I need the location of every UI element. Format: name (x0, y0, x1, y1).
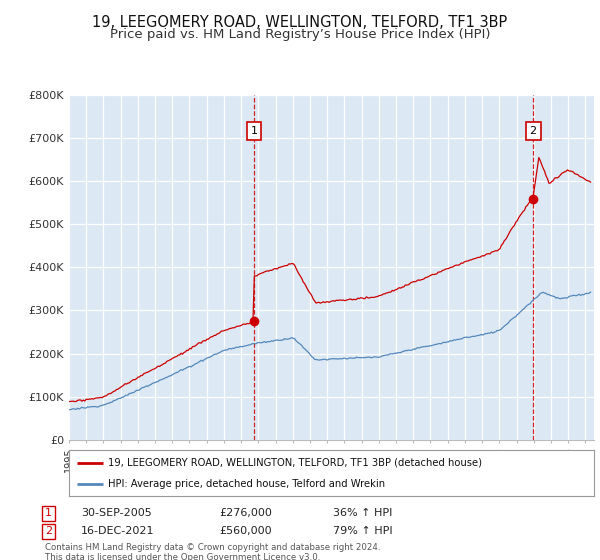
Text: 19, LEEGOMERY ROAD, WELLINGTON, TELFORD, TF1 3BP (detached house): 19, LEEGOMERY ROAD, WELLINGTON, TELFORD,… (109, 458, 482, 468)
Text: This data is licensed under the Open Government Licence v3.0.: This data is licensed under the Open Gov… (45, 553, 320, 560)
Text: 16-DEC-2021: 16-DEC-2021 (81, 526, 155, 536)
Text: Price paid vs. HM Land Registry’s House Price Index (HPI): Price paid vs. HM Land Registry’s House … (110, 28, 490, 41)
Text: 1: 1 (45, 508, 52, 519)
Text: 19, LEEGOMERY ROAD, WELLINGTON, TELFORD, TF1 3BP: 19, LEEGOMERY ROAD, WELLINGTON, TELFORD,… (92, 15, 508, 30)
Text: 30-SEP-2005: 30-SEP-2005 (81, 508, 152, 519)
Text: Contains HM Land Registry data © Crown copyright and database right 2024.: Contains HM Land Registry data © Crown c… (45, 543, 380, 552)
Text: £560,000: £560,000 (219, 526, 272, 536)
Text: 2: 2 (45, 526, 52, 536)
Text: 1: 1 (251, 127, 257, 137)
Text: 2: 2 (530, 127, 536, 137)
Text: HPI: Average price, detached house, Telford and Wrekin: HPI: Average price, detached house, Telf… (109, 479, 386, 489)
Text: 36% ↑ HPI: 36% ↑ HPI (333, 508, 392, 519)
Text: 79% ↑ HPI: 79% ↑ HPI (333, 526, 392, 536)
Text: £276,000: £276,000 (219, 508, 272, 519)
